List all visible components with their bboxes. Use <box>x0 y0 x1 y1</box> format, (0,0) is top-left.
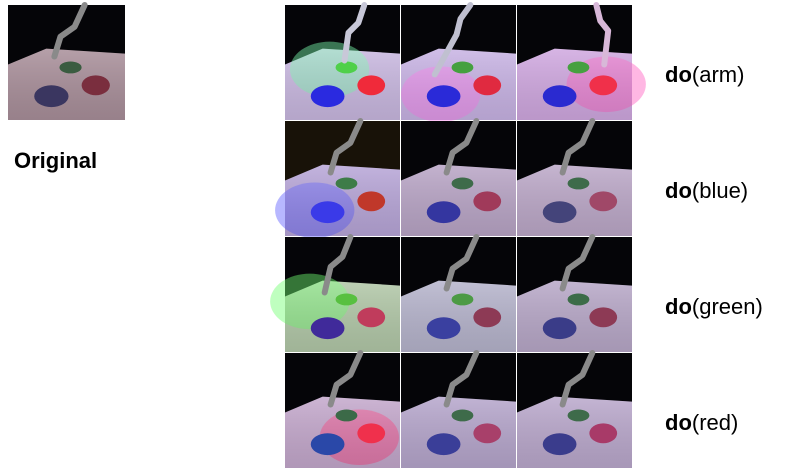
green-disc <box>567 177 590 190</box>
scene <box>401 350 516 468</box>
arm <box>559 350 596 408</box>
blue-disc <box>426 317 461 340</box>
scene <box>517 350 632 468</box>
blue-disc <box>34 85 69 108</box>
arm <box>321 234 354 296</box>
blue-disc <box>426 201 461 224</box>
original-label: Original <box>14 148 97 173</box>
red-disc <box>473 191 502 212</box>
green-disc <box>335 409 358 422</box>
red-disc <box>357 307 386 328</box>
scene <box>285 2 400 120</box>
green-disc <box>451 293 474 306</box>
blue-disc <box>542 85 577 108</box>
scene <box>270 234 400 352</box>
row-label-op: do <box>665 178 692 203</box>
arm <box>431 2 474 78</box>
blue-disc <box>426 433 461 456</box>
scene <box>285 350 400 468</box>
arm <box>51 2 88 60</box>
scene <box>401 234 516 352</box>
row-label-arg: (arm) <box>692 62 745 87</box>
arm <box>443 234 480 292</box>
scene <box>401 118 516 236</box>
green-disc <box>451 177 474 190</box>
arm <box>559 234 596 292</box>
arm <box>559 118 596 176</box>
blue-disc <box>310 317 345 340</box>
arm <box>443 118 480 176</box>
row-label: do(blue) <box>665 178 748 203</box>
red-disc <box>357 191 386 212</box>
blue-disc <box>310 85 345 108</box>
red-disc <box>357 423 386 444</box>
scene <box>275 118 400 238</box>
green-disc <box>451 61 474 74</box>
green-disc <box>567 293 590 306</box>
scene <box>401 2 516 122</box>
row-labels: do(arm)do(blue)do(green)do(red) <box>665 62 763 435</box>
row-label-arg: (green) <box>692 294 763 319</box>
green-disc <box>59 61 82 74</box>
arm <box>593 2 612 68</box>
blue-disc <box>310 201 345 224</box>
arm <box>327 350 364 408</box>
red-disc <box>589 191 618 212</box>
green-disc <box>335 177 358 190</box>
blue-disc <box>310 433 345 456</box>
red-disc <box>473 423 502 444</box>
arm <box>327 118 364 176</box>
blue-disc <box>542 201 577 224</box>
image-grid <box>270 2 646 468</box>
row-label-arg: (red) <box>692 410 738 435</box>
blue-disc <box>426 85 461 108</box>
red-disc <box>589 307 618 328</box>
red-disc <box>81 75 110 96</box>
row-label: do(red) <box>665 410 738 435</box>
blue-disc <box>542 433 577 456</box>
green-disc <box>335 293 358 306</box>
arm <box>341 2 368 64</box>
red-disc <box>473 307 502 328</box>
red-disc <box>589 75 618 96</box>
blue-disc <box>542 317 577 340</box>
scene <box>8 2 126 120</box>
green-disc <box>451 409 474 422</box>
arm <box>443 350 480 408</box>
green-disc <box>335 61 358 74</box>
green-disc <box>567 409 590 422</box>
red-disc <box>357 75 386 96</box>
row-label-op: do <box>665 410 692 435</box>
green-disc <box>567 61 590 74</box>
red-disc <box>589 423 618 444</box>
scene <box>517 118 632 236</box>
row-label-op: do <box>665 62 692 87</box>
scene <box>517 234 632 352</box>
row-label: do(arm) <box>665 62 744 87</box>
row-label-arg: (blue) <box>692 178 748 203</box>
row-label-op: do <box>665 294 692 319</box>
red-disc <box>473 75 502 96</box>
row-label: do(green) <box>665 294 763 319</box>
original-image <box>8 2 126 120</box>
scene <box>517 2 646 120</box>
